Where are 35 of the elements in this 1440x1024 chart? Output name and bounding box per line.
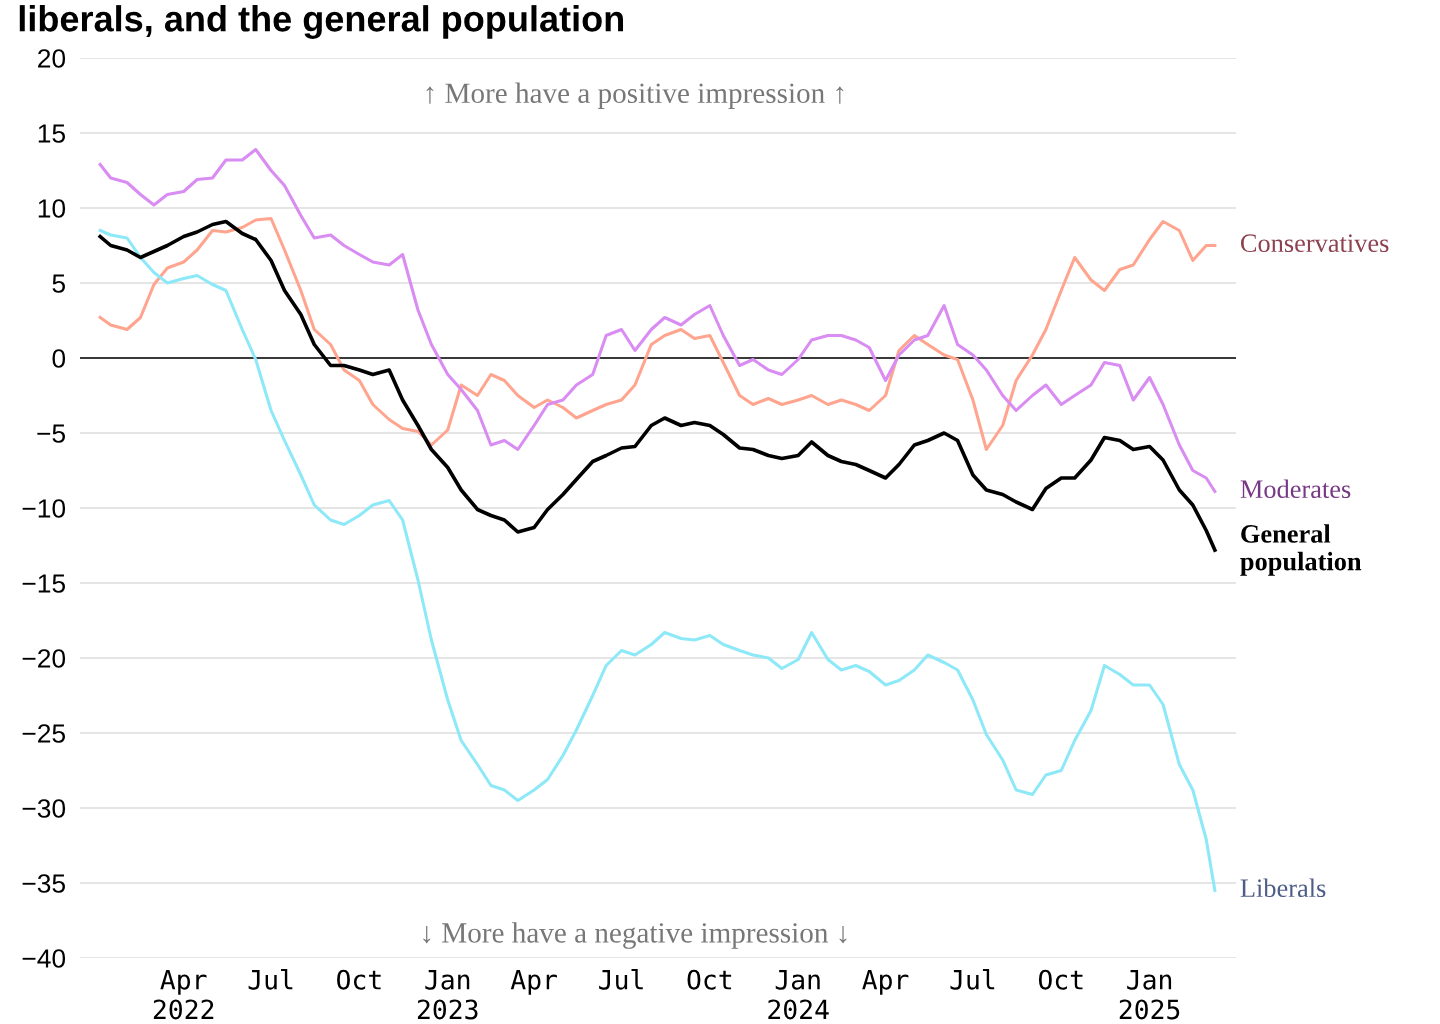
y-tick-label: −20 [22,649,66,668]
x-tick-label: Oct [1038,969,1083,990]
y-tick-label: −35 [22,874,66,893]
series-label: Conservatives [1240,234,1389,253]
line-series [98,228,1217,893]
x-tick-label: Apr 2022 [153,970,214,1020]
annotation: ↓ More have a negative impression ↓ [423,922,847,949]
x-tick-label: Apr [862,970,909,995]
y-tick-label: −15 [22,574,66,593]
series-label: General population [1240,524,1362,576]
x-tick-label: Jul [248,969,293,990]
y-tick-label: −25 [22,724,66,743]
x-tick-label: Jul [950,969,995,990]
y-tick-label: 10 [38,199,66,218]
y-tick-label: −40 [22,949,66,968]
series-label: Liberals [1240,878,1326,898]
annotation: ↑ More have a positive impression ↑ [426,82,844,110]
x-tick-label: Jan 2024 [768,970,829,1020]
y-tick-label: −30 [22,799,66,818]
x-tick-label: Jan 2025 [1119,970,1180,1020]
y-tick-label: 0 [52,349,66,368]
chart-title: liberals, and the general population [19,5,624,39]
y-tick-label: 15 [38,124,66,143]
series-label: Moderates [1240,479,1351,499]
x-tick-label: Oct [337,969,381,990]
y-tick-label: 5 [52,274,66,293]
x-tick-label: Oct [687,969,732,990]
x-tick-label: Jan 2023 [417,970,478,1020]
line-series [98,147,1217,494]
y-tick-label: 20 [38,49,66,68]
x-tick-label: Apr [510,970,557,995]
y-tick-label: −10 [22,499,66,518]
x-tick-label: Jul [599,969,643,990]
line-series [98,216,1217,452]
y-tick-label: −5 [37,424,65,443]
